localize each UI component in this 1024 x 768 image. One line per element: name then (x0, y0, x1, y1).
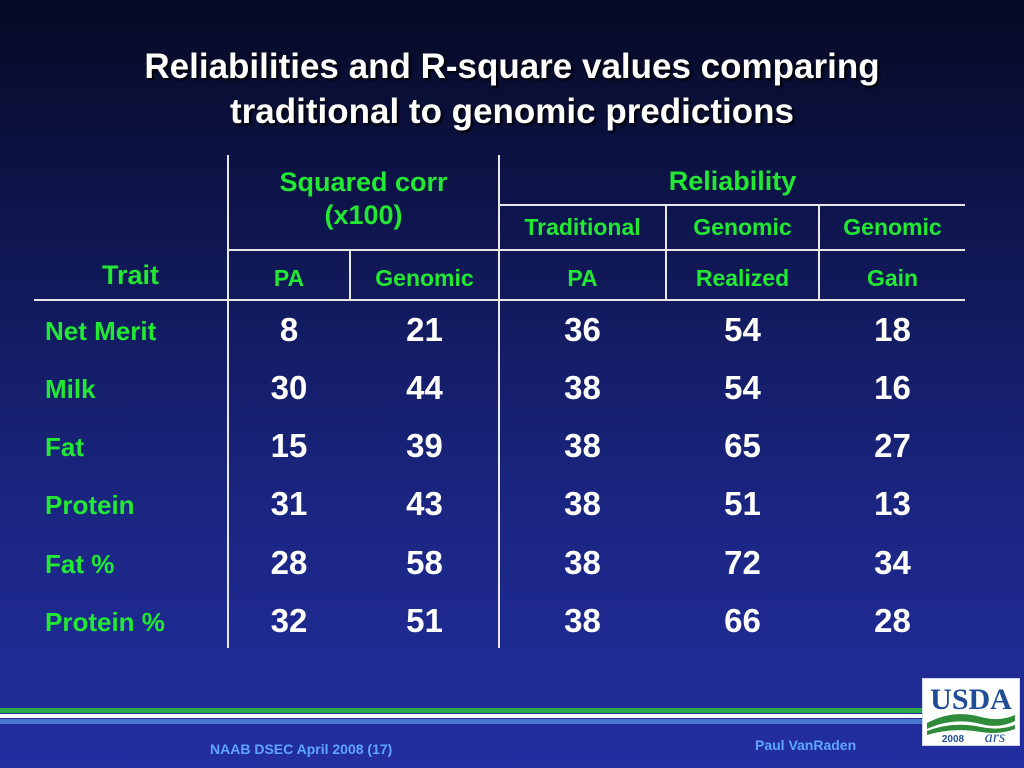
value-cell: 58 (406, 544, 443, 581)
value-cell: 65 (724, 427, 761, 464)
header-vline-trad (665, 204, 667, 300)
header-hline-bottom (34, 299, 965, 301)
value-cell: 36 (564, 311, 601, 348)
table-vline-mid (498, 155, 500, 648)
table-vline-left (227, 155, 229, 648)
value-cell: 27 (874, 427, 911, 464)
header-squared-corr-line1: Squared corr (279, 167, 448, 197)
value-cell: 28 (270, 544, 308, 581)
header-hline-sub (228, 249, 965, 251)
header-genomic-realized: Genomic (693, 214, 792, 240)
footer-left-text: NAAB DSEC April 2008 (17) (210, 741, 393, 757)
header-vline-gen (818, 204, 820, 300)
value-cell: 43 (406, 485, 443, 522)
value-cell: 15 (270, 427, 308, 464)
value-cell: 38 (564, 369, 601, 406)
ars-logo-mark: ars (985, 729, 1005, 745)
slide-title: Reliabilities and R-square values compar… (0, 44, 1024, 134)
header-reliability: Reliability (668, 166, 797, 196)
footer-stripe-blue (0, 719, 922, 724)
header-realized: Realized (695, 265, 790, 291)
trait-label: Net Merit (45, 316, 157, 346)
usda-logo-year: 2008 (942, 734, 965, 745)
value-cell: 18 (874, 311, 911, 348)
trait-label: Protein (45, 490, 135, 520)
value-cell: 38 (564, 602, 601, 639)
value-cell: 34 (874, 544, 911, 581)
value-cell: 21 (406, 311, 443, 348)
usda-logo-graphic: USDA 2008 ars (927, 683, 1015, 746)
trait-label: Fat (45, 432, 84, 462)
header-squared-corr-line2: (x100) (324, 200, 403, 230)
title-line-1: Reliabilities and R-square values compar… (144, 47, 880, 86)
header-hline-reliability (499, 204, 965, 206)
usda-logo-text: USDA (930, 683, 1012, 716)
header-traditional: Traditional (524, 214, 641, 240)
footer-stripe-green (0, 708, 922, 713)
header-trait: Trait (101, 260, 160, 290)
usda-field-icon-2 (927, 724, 1015, 735)
title-line-2: traditional to genomic predictions (230, 92, 794, 131)
footer-stripe-white (0, 714, 922, 718)
value-cell: 31 (270, 485, 308, 522)
value-cell: 72 (724, 544, 761, 581)
header-gain: Gain (866, 265, 919, 291)
value-cell: 30 (270, 369, 308, 406)
value-cell: 38 (564, 485, 601, 522)
value-cell: 66 (724, 602, 761, 639)
value-cell: 38 (564, 427, 601, 464)
value-cell: 51 (406, 602, 443, 639)
header-pa-corr: PA (273, 265, 305, 291)
value-cell: 38 (564, 544, 601, 581)
value-cell: 28 (874, 602, 911, 639)
header-vline-pa (349, 250, 351, 300)
value-cell: 39 (406, 427, 443, 464)
trait-label: Milk (45, 374, 96, 404)
header-genomic-gain: Genomic (843, 214, 942, 240)
header-pa-rel: PA (567, 265, 598, 291)
value-cell: 51 (724, 485, 761, 522)
value-cell: 54 (724, 311, 761, 348)
trait-label: Protein % (45, 607, 165, 637)
usda-field-icon (927, 714, 1015, 729)
value-cell: 16 (874, 369, 911, 406)
header-genomic-corr: Genomic (375, 265, 474, 291)
value-cell: 8 (279, 311, 299, 348)
value-cell: 54 (724, 369, 761, 406)
footer-right-text: Paul VanRaden (755, 737, 857, 753)
value-cell: 32 (270, 602, 308, 639)
usda-logo: USDA 2008 ars (922, 678, 1020, 746)
value-cell: 13 (874, 485, 911, 522)
header-squared-corr: Squared corr (x100) (229, 166, 498, 232)
trait-label: Fat % (45, 549, 115, 579)
value-cell: 44 (406, 369, 443, 406)
